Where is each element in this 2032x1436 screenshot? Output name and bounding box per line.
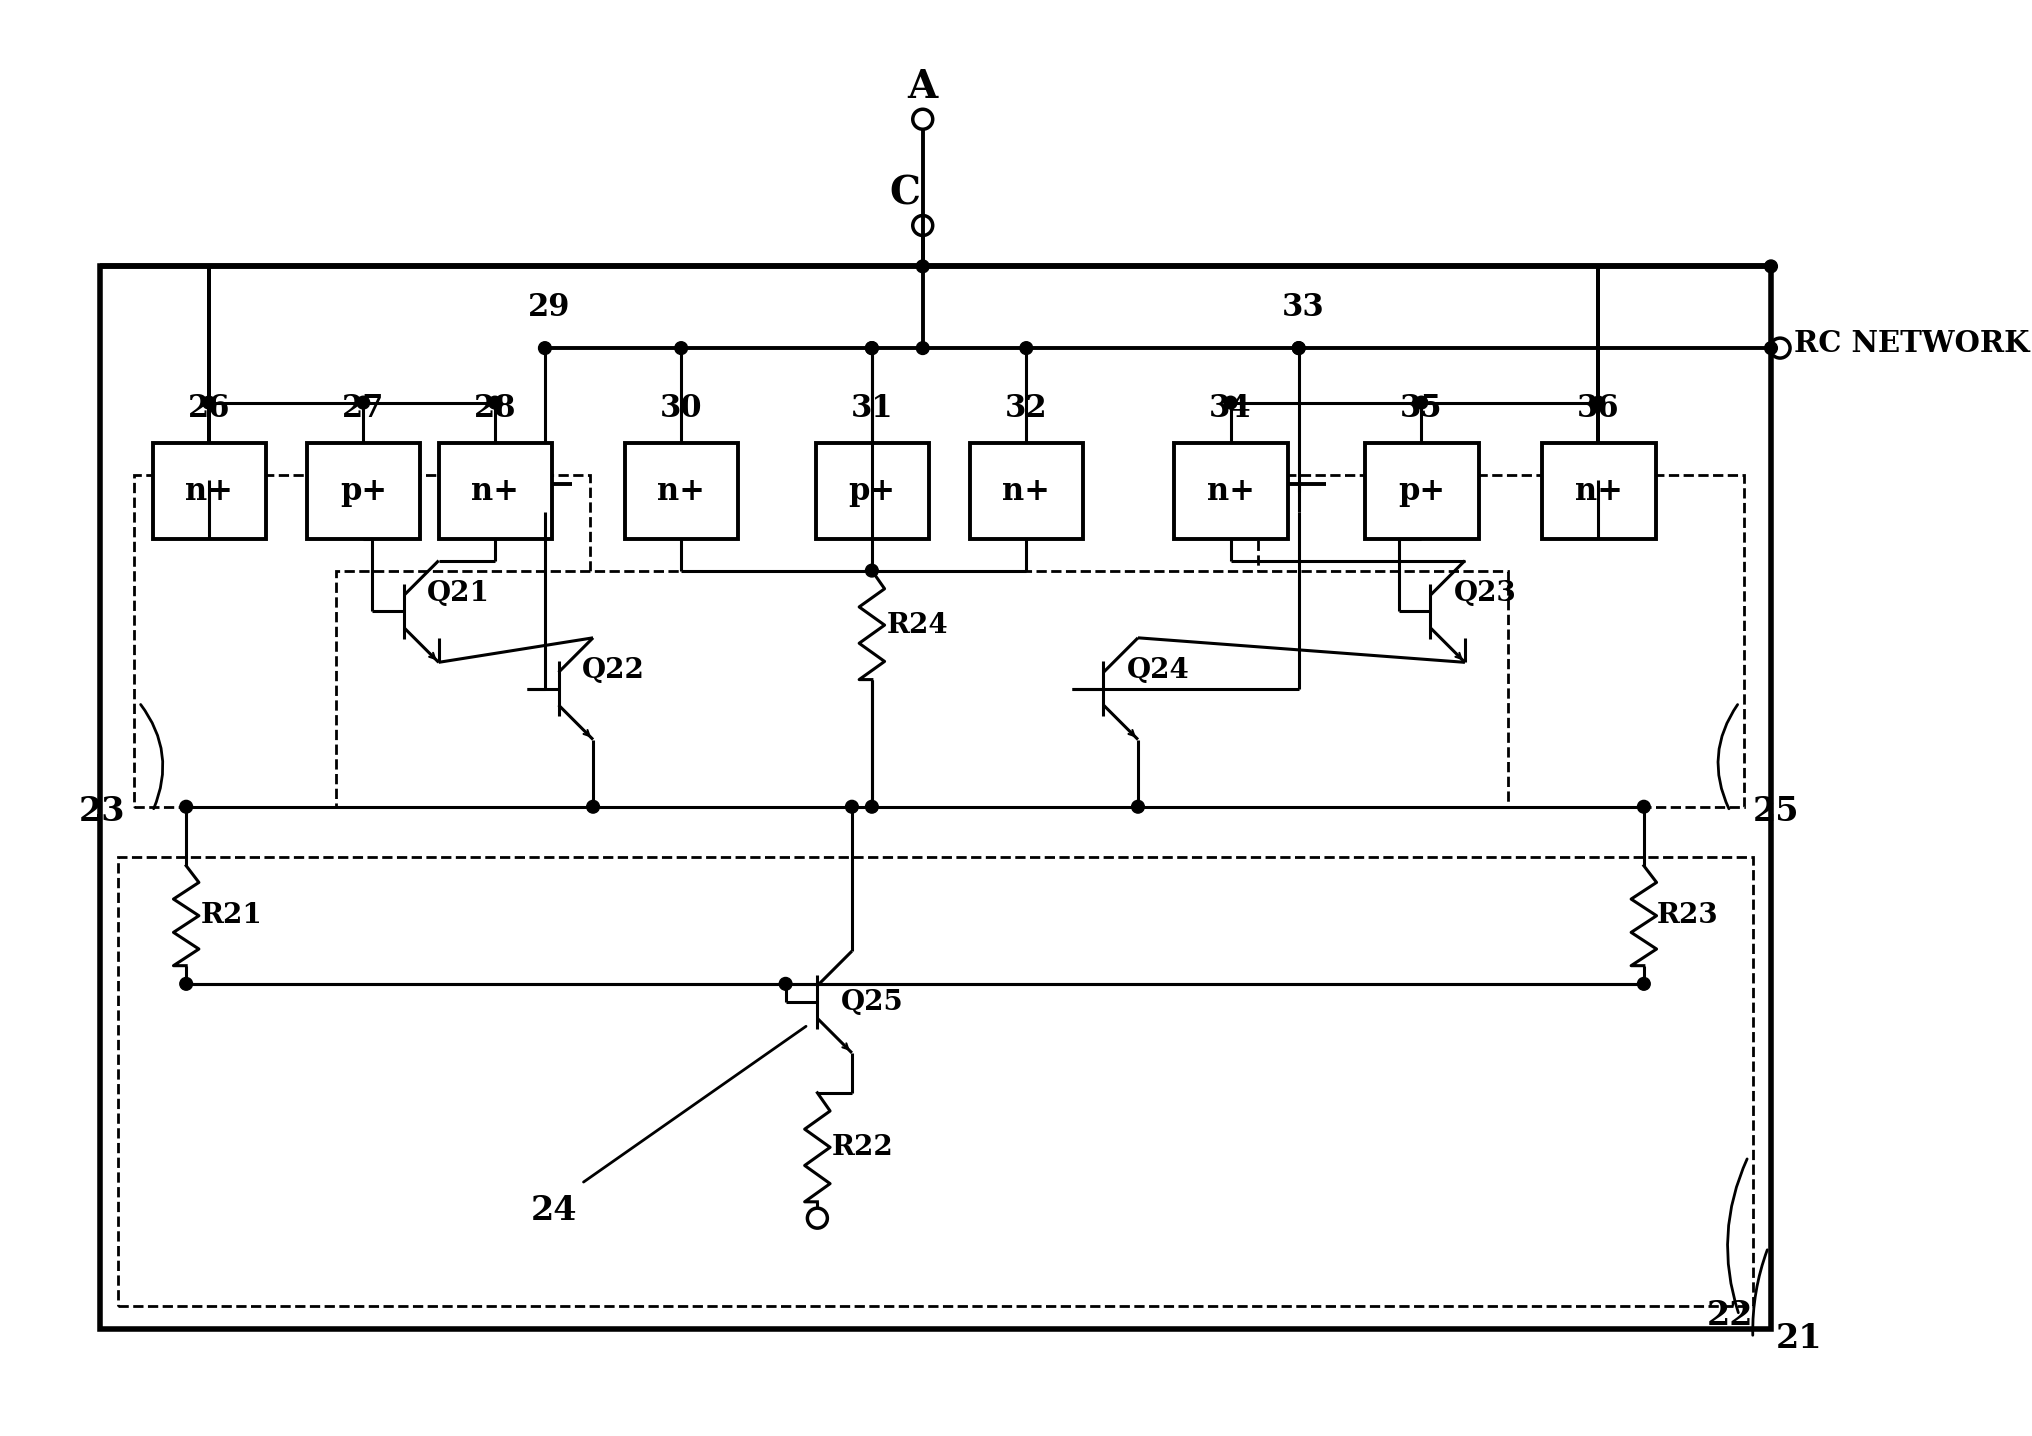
Text: 30: 30 xyxy=(660,393,703,425)
Circle shape xyxy=(179,978,193,991)
Bar xyxy=(307,444,421,538)
Text: Q23: Q23 xyxy=(1453,580,1516,607)
Circle shape xyxy=(866,342,878,355)
Text: 23: 23 xyxy=(79,794,126,827)
Circle shape xyxy=(488,396,502,409)
Text: R21: R21 xyxy=(201,902,262,929)
Text: R23: R23 xyxy=(1656,902,1719,929)
Circle shape xyxy=(358,396,370,409)
Circle shape xyxy=(916,342,929,355)
Text: 35: 35 xyxy=(1400,393,1443,425)
Circle shape xyxy=(1223,396,1237,409)
Bar xyxy=(815,444,929,538)
Text: R22: R22 xyxy=(831,1134,894,1160)
Bar xyxy=(1542,444,1656,538)
Circle shape xyxy=(538,342,551,355)
Circle shape xyxy=(916,260,929,273)
Text: n+: n+ xyxy=(1002,475,1051,507)
Bar xyxy=(100,266,1772,1328)
Text: 22: 22 xyxy=(1707,1298,1754,1331)
Text: Q25: Q25 xyxy=(841,988,904,1015)
Circle shape xyxy=(1292,342,1305,355)
Text: p+: p+ xyxy=(1398,475,1445,507)
Circle shape xyxy=(179,800,193,813)
Circle shape xyxy=(1593,396,1605,409)
Text: 21: 21 xyxy=(1776,1321,1823,1354)
Text: p+: p+ xyxy=(339,475,386,507)
Text: 24: 24 xyxy=(530,1195,577,1228)
Circle shape xyxy=(1020,342,1032,355)
Circle shape xyxy=(587,800,599,813)
Text: 27: 27 xyxy=(341,393,384,425)
Circle shape xyxy=(1638,800,1650,813)
Circle shape xyxy=(1764,342,1778,355)
Text: n+: n+ xyxy=(1207,475,1254,507)
Text: p+: p+ xyxy=(849,475,896,507)
Text: n+: n+ xyxy=(471,475,518,507)
Circle shape xyxy=(845,800,858,813)
Text: RC NETWORK: RC NETWORK xyxy=(1794,329,2030,358)
Bar xyxy=(969,444,1083,538)
Text: 25: 25 xyxy=(1754,794,1798,827)
Text: R24: R24 xyxy=(886,612,949,639)
Circle shape xyxy=(1132,800,1144,813)
Circle shape xyxy=(1764,260,1778,273)
Bar xyxy=(1366,444,1479,538)
Text: n+: n+ xyxy=(1575,475,1622,507)
Text: n+: n+ xyxy=(656,475,705,507)
Bar xyxy=(626,444,738,538)
Bar xyxy=(335,570,1508,807)
Bar xyxy=(118,857,1754,1307)
Text: 36: 36 xyxy=(1577,393,1620,425)
Text: 31: 31 xyxy=(851,393,894,425)
Text: Q22: Q22 xyxy=(581,658,644,684)
Text: 29: 29 xyxy=(528,292,571,323)
Circle shape xyxy=(1292,342,1305,355)
Circle shape xyxy=(866,564,878,577)
Circle shape xyxy=(1638,978,1650,991)
Text: n+: n+ xyxy=(185,475,234,507)
Text: Q21: Q21 xyxy=(427,580,490,607)
Bar xyxy=(1258,475,1743,807)
Bar xyxy=(152,444,266,538)
Circle shape xyxy=(1414,396,1428,409)
Bar xyxy=(439,444,553,538)
Text: 32: 32 xyxy=(1006,393,1049,425)
Bar xyxy=(134,475,591,807)
Circle shape xyxy=(866,342,878,355)
Circle shape xyxy=(203,396,215,409)
Text: A: A xyxy=(908,69,939,106)
Circle shape xyxy=(778,978,792,991)
Text: 28: 28 xyxy=(473,393,516,425)
Circle shape xyxy=(866,800,878,813)
Text: Q24: Q24 xyxy=(1126,658,1189,684)
Text: C: C xyxy=(890,175,920,213)
Bar xyxy=(1174,444,1288,538)
Circle shape xyxy=(675,342,687,355)
Text: 34: 34 xyxy=(1209,393,1252,425)
Text: 33: 33 xyxy=(1282,292,1325,323)
Text: 26: 26 xyxy=(187,393,230,425)
